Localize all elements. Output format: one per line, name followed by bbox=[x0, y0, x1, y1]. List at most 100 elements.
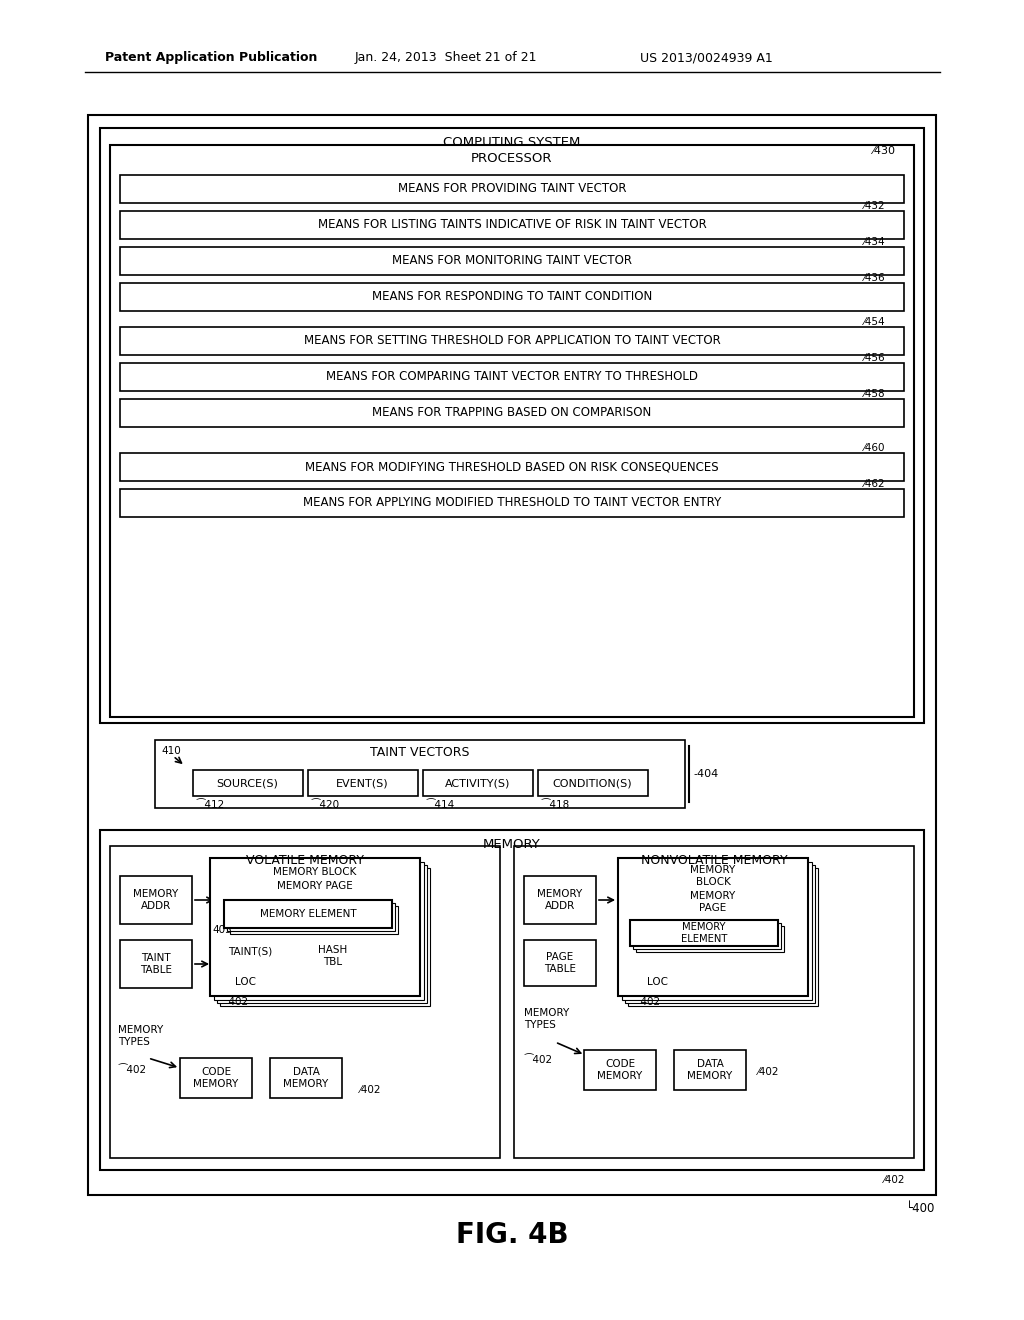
Bar bbox=[305, 936, 360, 975]
Text: COMPUTING SYSTEM: COMPUTING SYSTEM bbox=[443, 136, 581, 149]
Text: HASH
TBL: HASH TBL bbox=[317, 945, 347, 966]
Text: MEANS FOR PROVIDING TAINT VECTOR: MEANS FOR PROVIDING TAINT VECTOR bbox=[397, 182, 627, 195]
Bar bbox=[100, 830, 924, 1170]
Text: MEANS FOR MODIFYING THRESHOLD BASED ON RISK CONSEQUENCES: MEANS FOR MODIFYING THRESHOLD BASED ON R… bbox=[305, 461, 719, 474]
Text: VOLATILE MEMORY: VOLATILE MEMORY bbox=[246, 854, 364, 866]
Text: ⁄454: ⁄454 bbox=[864, 317, 886, 327]
Text: CODE
MEMORY: CODE MEMORY bbox=[194, 1067, 239, 1089]
Bar bbox=[630, 970, 685, 994]
Text: ⁄436: ⁄436 bbox=[864, 273, 886, 282]
Text: ⁄430: ⁄430 bbox=[872, 147, 895, 156]
Text: MEANS FOR TRAPPING BASED ON COMPARISON: MEANS FOR TRAPPING BASED ON COMPARISON bbox=[373, 407, 651, 420]
Text: MEMORY: MEMORY bbox=[690, 891, 735, 902]
Text: ⁀420: ⁀420 bbox=[311, 800, 340, 810]
Text: Jan. 24, 2013  Sheet 21 of 21: Jan. 24, 2013 Sheet 21 of 21 bbox=[355, 51, 538, 65]
Text: ⁀402: ⁀402 bbox=[632, 997, 660, 1007]
Bar bbox=[622, 862, 812, 1001]
Text: ACTIVITY(S): ACTIVITY(S) bbox=[444, 777, 510, 788]
Text: ⁄402: ⁄402 bbox=[360, 1085, 382, 1096]
Bar bbox=[120, 488, 904, 517]
Text: ⁀412: ⁀412 bbox=[197, 800, 224, 810]
Text: TAINT VECTORS: TAINT VECTORS bbox=[371, 746, 470, 759]
Bar bbox=[307, 770, 418, 796]
Text: PAGE: PAGE bbox=[699, 903, 727, 913]
Text: US 2013/0024939 A1: US 2013/0024939 A1 bbox=[640, 51, 773, 65]
Text: SOURCE(S): SOURCE(S) bbox=[216, 777, 279, 788]
Bar bbox=[618, 858, 808, 997]
Text: CODE
MEMORY: CODE MEMORY bbox=[597, 1059, 643, 1081]
Text: 405: 405 bbox=[212, 925, 231, 935]
Bar bbox=[220, 869, 430, 1006]
Text: EVENT(S): EVENT(S) bbox=[336, 777, 389, 788]
Bar bbox=[120, 399, 904, 426]
Bar bbox=[120, 247, 904, 275]
Bar bbox=[120, 363, 904, 391]
Text: BLOCK: BLOCK bbox=[695, 876, 730, 887]
Bar bbox=[514, 846, 914, 1158]
Text: CONDITION(S): CONDITION(S) bbox=[553, 777, 632, 788]
Text: MEMORY
TYPES: MEMORY TYPES bbox=[118, 1026, 163, 1047]
Bar bbox=[423, 770, 532, 796]
Text: ⁀402: ⁀402 bbox=[220, 997, 248, 1007]
Text: MEMORY: MEMORY bbox=[690, 865, 735, 875]
Bar bbox=[224, 900, 392, 928]
Text: FIG. 4B: FIG. 4B bbox=[456, 1221, 568, 1249]
Bar bbox=[88, 115, 936, 1195]
Bar bbox=[100, 128, 924, 723]
Bar bbox=[114, 449, 910, 527]
Text: LOC: LOC bbox=[647, 977, 668, 987]
Text: -404: -404 bbox=[693, 770, 718, 779]
Bar bbox=[538, 770, 647, 796]
Text: ⁄462: ⁄462 bbox=[864, 479, 886, 488]
Bar bbox=[155, 741, 685, 808]
Text: TAINT(S): TAINT(S) bbox=[228, 946, 272, 956]
Text: MEANS FOR MONITORING TAINT VECTOR: MEANS FOR MONITORING TAINT VECTOR bbox=[392, 255, 632, 268]
Text: MEMORY ELEMENT: MEMORY ELEMENT bbox=[260, 909, 356, 919]
Bar bbox=[630, 920, 778, 946]
Text: ⁄434: ⁄434 bbox=[864, 238, 886, 247]
Bar bbox=[110, 145, 914, 717]
Bar bbox=[524, 940, 596, 986]
Text: MEMORY
ADDR: MEMORY ADDR bbox=[133, 890, 178, 911]
Text: MEANS FOR RESPONDING TO TAINT CONDITION: MEANS FOR RESPONDING TO TAINT CONDITION bbox=[372, 290, 652, 304]
Text: MEANS FOR LISTING TAINTS INDICATIVE OF RISK IN TAINT VECTOR: MEANS FOR LISTING TAINTS INDICATIVE OF R… bbox=[317, 219, 707, 231]
Text: Patent Application Publication: Patent Application Publication bbox=[105, 51, 317, 65]
Bar bbox=[270, 1059, 342, 1098]
Text: MEMORY BLOCK: MEMORY BLOCK bbox=[273, 867, 356, 876]
Bar bbox=[584, 1049, 656, 1090]
Text: MEMORY PAGE: MEMORY PAGE bbox=[278, 880, 353, 891]
Text: MEMORY: MEMORY bbox=[483, 837, 541, 850]
Bar bbox=[628, 869, 818, 1006]
Bar bbox=[214, 862, 424, 1001]
Bar bbox=[180, 1059, 252, 1098]
Bar bbox=[120, 282, 904, 312]
Text: LOC: LOC bbox=[234, 977, 256, 987]
Text: ⁄432: ⁄432 bbox=[864, 201, 886, 211]
Bar bbox=[193, 770, 302, 796]
Text: 410: 410 bbox=[161, 746, 181, 756]
Bar bbox=[120, 327, 904, 355]
Bar bbox=[218, 970, 273, 994]
Bar bbox=[217, 865, 427, 1003]
Bar bbox=[120, 211, 904, 239]
Text: MEANS FOR COMPARING TAINT VECTOR ENTRY TO THRESHOLD: MEANS FOR COMPARING TAINT VECTOR ENTRY T… bbox=[326, 371, 698, 384]
Text: ⁄402: ⁄402 bbox=[884, 1175, 905, 1185]
Bar bbox=[227, 903, 395, 931]
Bar bbox=[120, 940, 193, 987]
Bar bbox=[114, 323, 910, 437]
Text: MEMORY
TYPES: MEMORY TYPES bbox=[524, 1008, 569, 1030]
Text: ⁀402: ⁀402 bbox=[118, 1065, 146, 1074]
Text: NONVOLATILE MEMORY: NONVOLATILE MEMORY bbox=[641, 854, 787, 866]
Text: ⁀414: ⁀414 bbox=[427, 800, 455, 810]
Text: ⁄460: ⁄460 bbox=[864, 444, 886, 453]
Text: MEANS FOR APPLYING MODIFIED THRESHOLD TO TAINT VECTOR ENTRY: MEANS FOR APPLYING MODIFIED THRESHOLD TO… bbox=[303, 496, 721, 510]
Text: MEMORY
ADDR: MEMORY ADDR bbox=[538, 890, 583, 911]
Text: DATA
MEMORY: DATA MEMORY bbox=[687, 1059, 732, 1081]
Bar bbox=[230, 906, 398, 935]
Bar bbox=[210, 858, 420, 997]
Bar bbox=[120, 876, 193, 924]
Text: PAGE
TABLE: PAGE TABLE bbox=[544, 952, 575, 974]
Bar bbox=[120, 453, 904, 480]
Bar bbox=[674, 1049, 746, 1090]
Bar bbox=[210, 939, 290, 964]
